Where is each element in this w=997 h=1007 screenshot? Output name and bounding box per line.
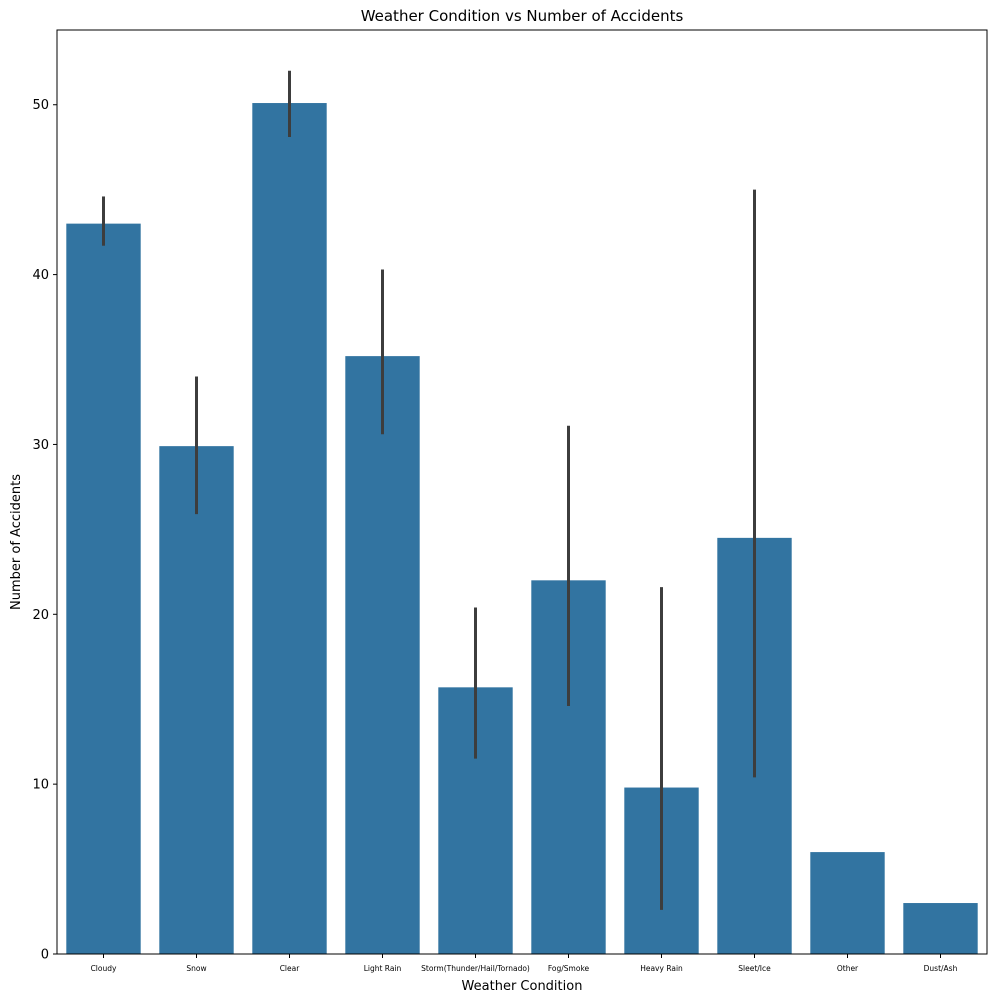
x-tick-label: Sleet/Ice — [738, 964, 771, 973]
y-tick-label: 10 — [32, 778, 49, 793]
y-tick-label: 30 — [32, 438, 49, 453]
x-tick-label: Storm(Thunder/Hail/Tornado) — [421, 964, 530, 973]
x-ticks-group: Cloudy Snow Clear Light Rain Storm(Thunder/H… — [91, 954, 958, 973]
plot-frame — [56, 29, 988, 955]
x-tick-label: Cloudy — [91, 964, 117, 973]
y-tick-label: 40 — [32, 268, 49, 283]
x-tick-label: Clear — [280, 964, 301, 973]
x-tick-label: Heavy Rain — [640, 964, 683, 973]
bar-light-rain — [345, 356, 420, 954]
y-tick-label: 50 — [32, 98, 49, 113]
chart-title: Weather Condition vs Number of Accidents — [361, 7, 684, 25]
bars-group — [66, 103, 978, 955]
error-bars-group — [102, 70, 756, 910]
x-tick-label: Snow — [186, 964, 206, 973]
bar-other — [810, 852, 885, 954]
bar-dust-ash — [903, 903, 978, 954]
bar-snow — [159, 446, 234, 954]
y-tick-label: 0 — [41, 948, 49, 963]
y-ticks-group: 0 10 20 30 40 50 — [32, 98, 57, 963]
x-tick-label: Fog/Smoke — [548, 964, 590, 973]
x-tick-label: Dust/Ash — [924, 964, 958, 973]
x-tick-label: Light Rain — [364, 964, 402, 973]
bar-cloudy — [66, 223, 141, 954]
x-tick-label: Other — [837, 964, 859, 973]
y-tick-label: 20 — [32, 608, 49, 623]
axes-group — [56, 29, 988, 955]
y-axis-label: Number of Accidents — [9, 474, 24, 610]
bar-clear — [252, 103, 327, 955]
x-axis-label: Weather Condition — [462, 979, 583, 994]
